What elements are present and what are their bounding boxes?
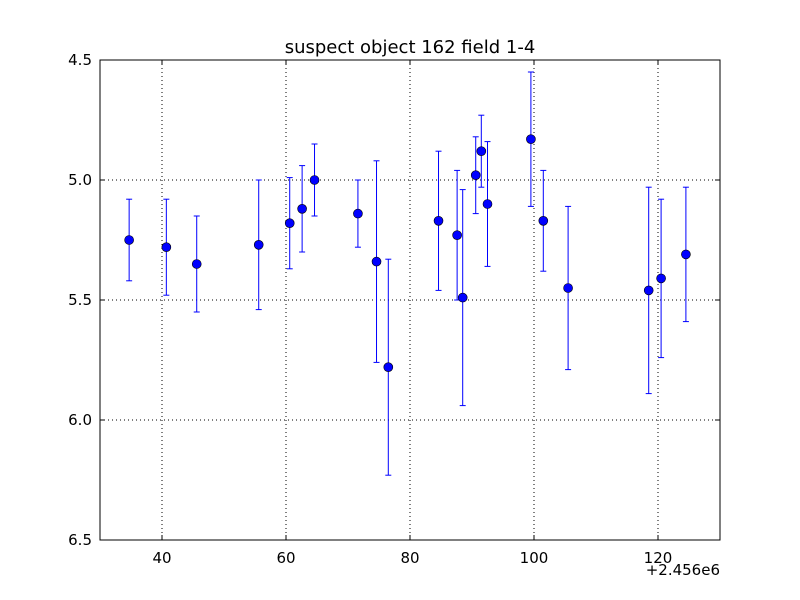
data-point-group (297, 165, 307, 253)
data-point (452, 230, 462, 240)
data-point (433, 216, 444, 226)
data-point-group (353, 179, 363, 248)
y-tick-label: 5.5 (68, 291, 92, 309)
data-point-group (253, 179, 264, 311)
y-tick-label: 5.0 (68, 171, 92, 189)
data-point (643, 285, 654, 296)
x-tick-label: 100 (520, 549, 549, 567)
data-point-group (433, 150, 444, 291)
data-point-group (457, 189, 468, 407)
data-point (309, 175, 320, 185)
data-point (297, 204, 307, 214)
data-layer (124, 71, 691, 476)
data-point (470, 170, 481, 180)
data-point (482, 199, 493, 209)
x-tick-label: 40 (152, 549, 171, 567)
grid-layer (100, 60, 720, 540)
y-tick-label: 6.0 (68, 411, 92, 429)
data-point-group (452, 169, 462, 301)
data-point (191, 259, 202, 269)
data-point-group (161, 198, 172, 296)
data-point-group (284, 177, 295, 270)
data-point-group (681, 186, 691, 323)
data-point-group (476, 114, 487, 188)
data-point (656, 273, 666, 284)
x-tick-label: 60 (276, 549, 295, 567)
y-tick-label: 6.5 (68, 531, 92, 549)
y-tick-label: 4.5 (68, 51, 92, 69)
x-tick-label: 80 (400, 549, 419, 567)
data-point (476, 146, 487, 156)
data-point-group (191, 215, 202, 313)
chart-title: suspect object 162 field 1-4 (285, 37, 536, 58)
data-point-group (309, 143, 320, 217)
data-point (371, 256, 382, 267)
data-point (161, 242, 172, 252)
data-point (457, 292, 468, 303)
data-point (526, 134, 536, 144)
x-offset-label: +2.456e6 (646, 561, 720, 579)
data-point (124, 235, 134, 245)
data-point-group (643, 186, 654, 395)
data-point-group (470, 136, 481, 215)
data-point-group (124, 198, 134, 282)
tick-layer: 40 60 80 100 120 4.5 5.0 5.5 6.0 6.5 (68, 51, 720, 567)
data-point (538, 216, 549, 226)
data-point-group (482, 141, 493, 267)
data-point-group (383, 258, 394, 476)
data-point-group (526, 71, 536, 207)
data-point (284, 218, 295, 228)
x-tick-label: 120 (644, 549, 673, 567)
data-point (383, 362, 394, 373)
data-point (681, 249, 691, 260)
data-point (353, 208, 363, 219)
data-point-group (656, 198, 666, 359)
data-point-group (371, 160, 382, 363)
data-point-group (563, 205, 573, 371)
data-point (253, 240, 264, 250)
data-point (563, 283, 573, 293)
data-point-group (538, 169, 549, 272)
